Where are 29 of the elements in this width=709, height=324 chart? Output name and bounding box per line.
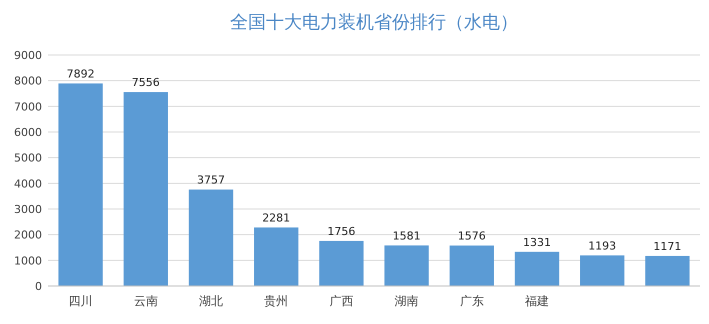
title: 全国十大电力装机省份排行（水电） [230, 12, 518, 33]
x-tick-label: 广东 [460, 294, 484, 308]
y-tick-label: 5000 [14, 152, 42, 165]
data-label: 7556 [132, 76, 160, 90]
y-tick-label: 0 [35, 280, 42, 293]
data-label: 1171 [653, 240, 682, 253]
y-tick-label: 2000 [14, 228, 42, 242]
x-tick-label: 云南 [134, 294, 158, 308]
x-tick-label: 贵州 [264, 294, 288, 308]
data-label: 1193 [588, 239, 616, 252]
x-tick-label: 广西 [329, 294, 354, 308]
x-tick-label: 四川 [68, 294, 93, 308]
y-tick-label: 6000 [14, 126, 42, 139]
x-tick-label: 湖北 [199, 294, 223, 308]
y-tick-label: 1000 [14, 254, 42, 268]
data-label: 1576 [458, 230, 486, 243]
data-label: 1331 [523, 236, 551, 249]
data-label: 1756 [327, 224, 356, 238]
y-tick-label: 3000 [14, 203, 42, 216]
data-label: 1581 [392, 229, 421, 242]
data-label: 2281 [262, 211, 290, 224]
data-label: 7892 [66, 67, 95, 80]
y-tick-label: 4000 [14, 177, 42, 190]
x-tick-label: 福建 [525, 294, 549, 308]
x-tick-label: 湖南 [394, 294, 419, 308]
y-tick-label: 8000 [14, 74, 42, 88]
y-tick-label: 9000 [14, 49, 42, 62]
y-tick-label: 7000 [14, 100, 42, 114]
data-label: 3757 [197, 174, 225, 187]
